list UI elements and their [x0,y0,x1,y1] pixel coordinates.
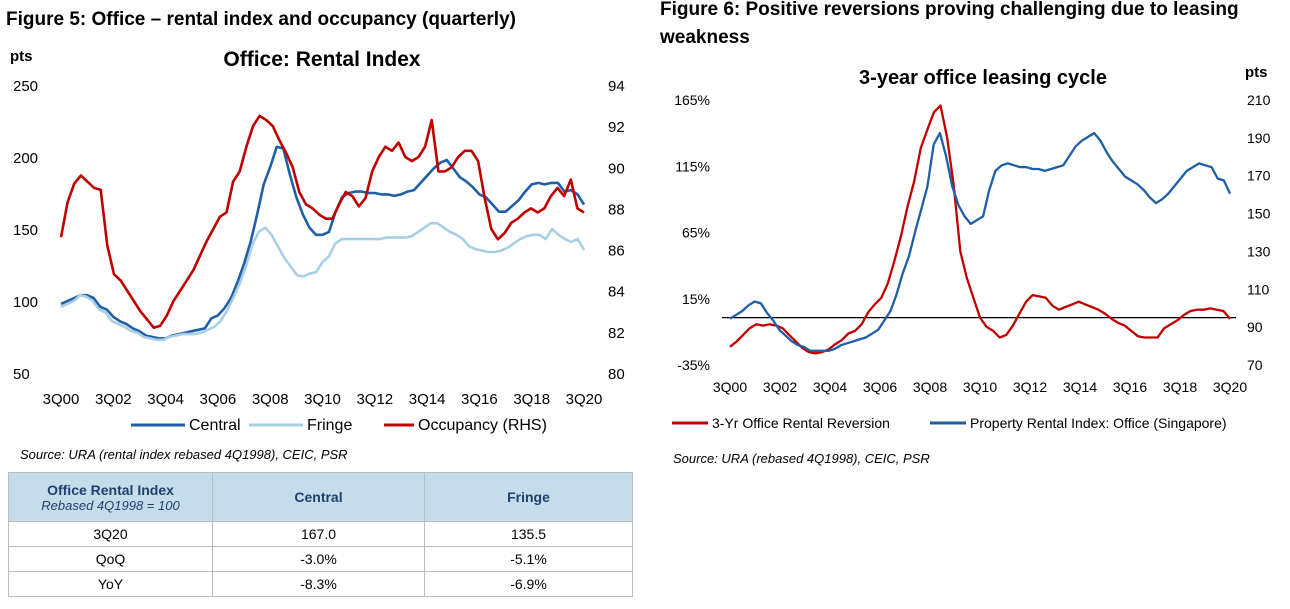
table-row-label: 3Q20 [8,521,213,547]
left-axis-tick-label: -35% [677,357,710,373]
table-row: 3Q20 167.0 135.5 [8,521,633,547]
x-axis-tick-label: 3Q04 [147,391,184,408]
series-line-1 [60,145,586,340]
table-cell-fringe: 135.5 [424,521,633,547]
left-axis-tick-label: 250 [13,78,38,95]
table-header-index-title: Office Rental Index [47,481,174,498]
legend-label: 3-Yr Office Rental Reversion [712,415,890,431]
right-axis-tick-label: 94 [608,78,625,95]
legend-label: Fringe [307,417,352,434]
right-axis-tick-label: 80 [608,366,625,383]
x-axis-tick-label: 3Q00 [713,379,747,395]
chart2-title: 3-year office leasing cycle [859,67,1107,89]
x-axis-tick-label: 3Q16 [461,391,498,408]
x-axis-tick-label: 3Q18 [513,391,550,408]
chart1-title: Office: Rental Index [223,48,421,71]
figure-5-source: Source: URA (rental index rebased 4Q1998… [20,447,348,462]
left-axis-tick-label: 65% [682,225,710,241]
x-axis-tick-label: 3Q20 [566,391,603,408]
office-rental-index-chart: Office: Rental Index pts 250 200 150 100 50 9… [10,48,625,434]
table-cell-central: -8.3% [212,571,425,597]
x-axis-tick-label: 3Q14 [409,391,446,408]
x-axis-tick-label: 3Q16 [1113,379,1147,395]
office-leasing-cycle-chart: 3-year office leasing cycle pts 165% 115%… [672,64,1271,431]
series-line-2 [729,131,1232,352]
left-axis-tick-label: 150 [13,222,38,239]
x-axis-tick-label: 3Q02 [763,379,797,395]
table-cell-fringe: -5.1% [424,546,633,572]
left-axis-tick-label: 15% [682,291,710,307]
left-axis-tick-label: 200 [13,150,38,167]
right-axis-tick-label: 84 [608,284,625,301]
office-rental-index-table: Office Rental Index Rebased 4Q1998 = 100… [8,472,633,597]
table-cell-central: 167.0 [212,521,425,547]
table-header-row: Office Rental Index Rebased 4Q1998 = 100… [8,472,633,522]
legend-label: Property Rental Index: Office (Singapore… [970,415,1227,431]
x-axis-tick-label: 3Q14 [1063,379,1097,395]
table-header-central: Central [212,472,425,522]
chart1-left-unit: pts [10,48,33,65]
x-axis-tick-label: 3Q10 [304,391,341,408]
right-axis-tick-label: 190 [1247,130,1271,146]
legend-label: Occupancy (RHS) [418,417,547,434]
x-axis-tick-label: 3Q10 [963,379,997,395]
right-axis-tick-label: 110 [1247,281,1270,297]
figure-5-title: Figure 5: Office – rental index and occu… [6,9,516,30]
table-cell-central: -3.0% [212,546,425,572]
series-line-3 [59,114,585,330]
right-axis-tick-label: 90 [608,160,625,177]
x-axis-tick-label: 3Q02 [95,391,132,408]
right-axis-tick-label: 92 [608,119,625,136]
right-axis-tick-label: 130 [1247,243,1271,259]
table-row-label: QoQ [8,546,213,572]
left-axis-tick-label: 50 [13,366,30,383]
left-axis-tick-label: 100 [13,294,38,311]
figure-6-title: Figure 6: Positive reversions proving ch… [660,0,1239,48]
x-axis-tick-label: 3Q04 [813,379,847,395]
left-axis-tick-label: 115% [675,158,710,174]
table-row: QoQ -3.0% -5.1% [8,546,633,572]
x-axis-tick-label: 3Q00 [43,391,80,408]
chart2-legend: 3-Yr Office Rental Reversion Property Ren… [672,415,1227,431]
right-axis-tick-label: 170 [1247,168,1271,184]
right-axis-tick-label: 90 [1247,319,1263,335]
x-axis-tick-label: 3Q08 [913,379,947,395]
x-axis-tick-label: 3Q08 [252,391,289,408]
series-line-2 [60,221,586,342]
right-axis-tick-label: 150 [1247,206,1271,222]
table-header-index: Office Rental Index Rebased 4Q1998 = 100 [8,472,213,522]
x-axis-tick-label: 3Q06 [200,391,237,408]
x-axis-tick-label: 3Q18 [1163,379,1197,395]
series-line-1 [729,104,1231,355]
x-axis-tick-label: 3Q12 [1013,379,1047,395]
table-header-fringe: Fringe [424,472,633,522]
right-axis-tick-label: 88 [608,201,625,218]
x-axis-tick-label: 3Q12 [356,391,393,408]
table-row-label: YoY [8,571,213,597]
chart1-legend: Central Fringe Occupancy (RHS) [131,417,547,434]
left-axis-tick-label: 165% [674,92,710,108]
chart2-right-unit: pts [1245,64,1268,81]
x-axis-tick-label: 3Q20 [1213,379,1247,395]
right-axis-tick-label: 82 [608,325,625,342]
x-axis-tick-label: 3Q06 [863,379,897,395]
right-axis-tick-label: 70 [1247,357,1263,373]
right-axis-tick-label: 210 [1247,92,1271,108]
figure-6-source: Source: URA (rebased 4Q1998), CEIC, PSR [673,451,930,466]
table-header-index-subtitle: Rebased 4Q1998 = 100 [41,497,180,513]
right-axis-tick-label: 86 [608,243,625,260]
table-cell-fringe: -6.9% [424,571,633,597]
legend-label: Central [189,417,241,434]
table-row: YoY -8.3% -6.9% [8,571,633,597]
